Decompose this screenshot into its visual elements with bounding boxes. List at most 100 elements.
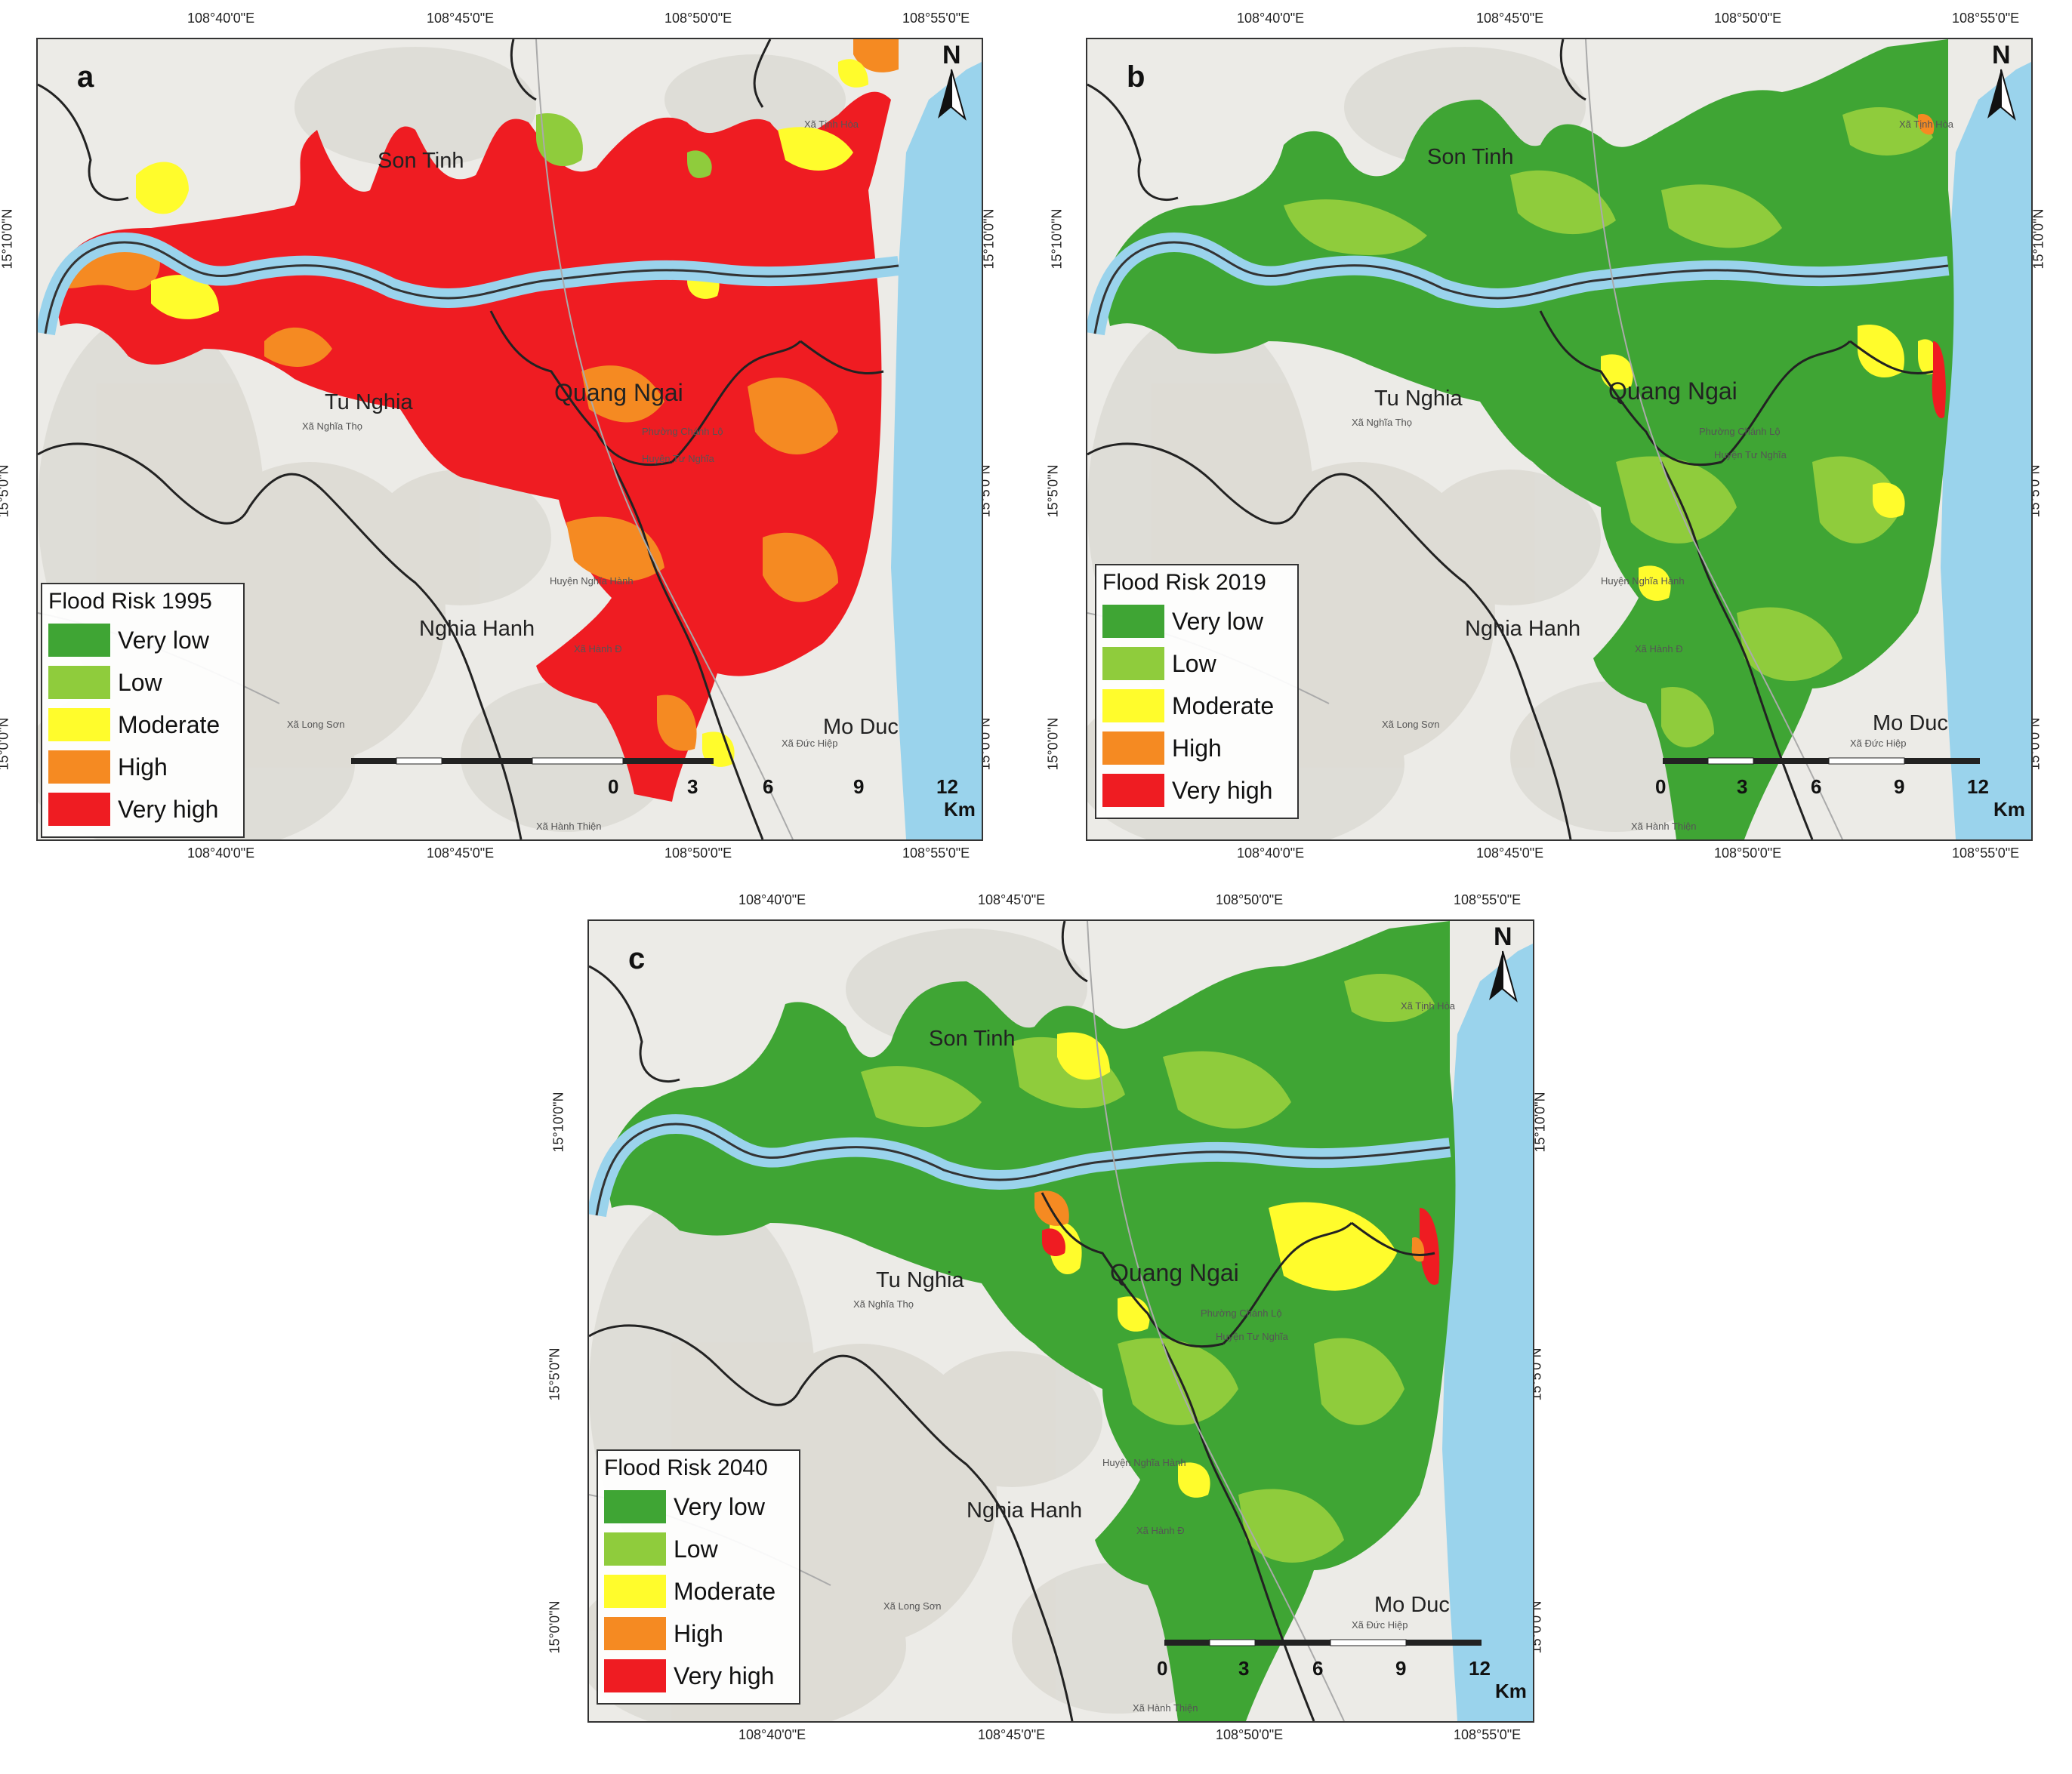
left-lat-label: 15°5'0"N bbox=[547, 1347, 563, 1401]
legend-item: Very low bbox=[604, 1486, 793, 1528]
place-label: Mo Duc bbox=[1873, 711, 1948, 735]
minor-label: Xã Hành Thiện bbox=[1631, 821, 1697, 832]
top-lon-label: 108°55'0"E bbox=[1454, 892, 1522, 907]
top-lon-label: 108°40'0"E bbox=[187, 11, 255, 26]
minor-label: Xã Tịnh Hòa bbox=[804, 119, 859, 130]
bottom-lon-label: 108°50'0"E bbox=[1714, 845, 1782, 861]
bottom-lon-label: 108°40'0"E bbox=[738, 1727, 806, 1742]
minor-label: Xã Hành Thiện bbox=[536, 821, 602, 832]
minor-label: Xã Hành Thiện bbox=[1133, 1702, 1198, 1714]
legend-item: High bbox=[604, 1612, 793, 1655]
place-label: Tu Nghia bbox=[1374, 387, 1463, 411]
top-lon-label: 108°45'0"E bbox=[427, 11, 495, 26]
legend-swatch bbox=[1102, 689, 1164, 722]
left-lat-label: 15°0'0"N bbox=[0, 717, 11, 771]
flood-risk-area bbox=[604, 921, 1456, 1721]
scale-tick: 9 bbox=[1894, 775, 1905, 798]
legend-swatch bbox=[1102, 774, 1164, 807]
minor-label: Xã Hành Đ bbox=[1635, 643, 1683, 654]
place-label: Nghia Hanh bbox=[1465, 617, 1581, 641]
minor-label: Huyện Nghĩa Hành bbox=[1601, 575, 1685, 587]
legend-swatch bbox=[604, 1490, 666, 1523]
panel-c: 108°40'0"E 108°45'0"E 108°50'0"E 108°55'… bbox=[547, 883, 1563, 1766]
scale-bar bbox=[1164, 1639, 1482, 1646]
scale-tick: 6 bbox=[1312, 1657, 1324, 1680]
legend-label: Moderate bbox=[674, 1577, 776, 1605]
legend-item: Very low bbox=[1102, 600, 1291, 642]
legend-label: Moderate bbox=[1172, 691, 1275, 719]
sea bbox=[891, 39, 982, 839]
legend-swatch bbox=[48, 666, 110, 699]
minor-label: Xã Đức Hiệp bbox=[1850, 738, 1907, 749]
top-lon-label: 108°40'0"E bbox=[738, 892, 806, 907]
place-label: Son Tinh bbox=[1427, 145, 1514, 169]
minor-label: Xã Long Sơn bbox=[883, 1600, 942, 1612]
north-arrow bbox=[1489, 950, 1518, 1002]
scale-tick: 6 bbox=[1811, 775, 1822, 798]
scale-tick: 12 bbox=[1469, 1657, 1491, 1680]
legend-swatch bbox=[604, 1532, 666, 1566]
scale-tick: 0 bbox=[1655, 775, 1667, 798]
scale-tick: 9 bbox=[1395, 1657, 1407, 1680]
map-frame-a: a N Son Tinh Tu Nghia Quang Ngai Nghia H… bbox=[36, 38, 983, 841]
right-lat-label: 15°10'0"N bbox=[2030, 208, 2046, 269]
scale-tick: 0 bbox=[1157, 1657, 1168, 1680]
top-lon-label: 108°45'0"E bbox=[1476, 11, 1544, 26]
minor-label: Xã Đức Hiệp bbox=[782, 738, 838, 749]
legend-swatch bbox=[604, 1575, 666, 1608]
minor-label: Xã Nghĩa Thọ bbox=[1352, 417, 1412, 428]
place-label: Quang Ngai bbox=[1608, 377, 1737, 405]
legend-swatch bbox=[1102, 731, 1164, 765]
scale-bar bbox=[351, 757, 714, 765]
district-boundaries bbox=[589, 921, 1435, 1721]
minor-label: Xã Nghĩa Thọ bbox=[853, 1298, 914, 1310]
minor-label: Xã Đức Hiệp bbox=[1352, 1619, 1408, 1631]
legend-label: Low bbox=[674, 1535, 718, 1563]
minor-label: Xã Hành Đ bbox=[574, 643, 622, 654]
legend-label: Very high bbox=[1172, 776, 1273, 804]
place-label: Nghia Hanh bbox=[967, 1498, 1083, 1523]
bottom-lon-label: 108°45'0"E bbox=[978, 1727, 1046, 1742]
legend: Flood Risk 2019 Very low Low Moderate Hi… bbox=[1095, 564, 1299, 819]
legend-label: Low bbox=[118, 668, 162, 696]
flood-risk-area bbox=[1102, 39, 1954, 839]
minor-label: Xã Nghĩa Thọ bbox=[302, 420, 362, 432]
river-outline bbox=[44, 241, 899, 334]
bottom-lon-label: 108°45'0"E bbox=[1476, 845, 1544, 861]
scale-unit: Km bbox=[944, 798, 976, 821]
top-lon-label: 108°40'0"E bbox=[1237, 11, 1305, 26]
left-lat-label: 15°10'0"N bbox=[550, 1092, 566, 1153]
legend-item: Very high bbox=[48, 788, 237, 830]
legend-item: Moderate bbox=[1102, 685, 1291, 727]
legend-label: Very high bbox=[118, 795, 219, 823]
place-label: Mo Duc bbox=[823, 715, 899, 739]
place-label: Nghia Hanh bbox=[419, 617, 535, 641]
legend-swatch bbox=[1102, 605, 1164, 638]
legend-title: Flood Risk 2019 bbox=[1102, 570, 1266, 595]
top-lon-label: 108°45'0"E bbox=[978, 892, 1046, 907]
panel-letter: b bbox=[1127, 60, 1145, 94]
minor-label: Huyện Tư Nghĩa bbox=[1216, 1331, 1288, 1342]
place-label: Mo Duc bbox=[1374, 1593, 1450, 1617]
place-label: Tu Nghia bbox=[876, 1268, 964, 1292]
top-lon-label: 108°55'0"E bbox=[902, 11, 970, 26]
scale-tick: 3 bbox=[1737, 775, 1748, 798]
scale-tick: 9 bbox=[853, 775, 865, 798]
bottom-lon-label: 108°55'0"E bbox=[902, 845, 970, 861]
legend-label: Moderate bbox=[118, 710, 220, 738]
scale-tick: 12 bbox=[936, 775, 958, 798]
legend-item: Very high bbox=[604, 1655, 793, 1697]
river-outline bbox=[595, 1123, 1451, 1216]
legend-label: Very low bbox=[1172, 607, 1263, 635]
minor-label: Huyện Tư Nghĩa bbox=[642, 453, 714, 464]
legend-label: Low bbox=[1172, 649, 1216, 677]
top-lon-label: 108°50'0"E bbox=[1216, 892, 1284, 907]
legend-swatch bbox=[48, 624, 110, 657]
north-label: N bbox=[942, 41, 961, 69]
place-label: Quang Ngai bbox=[554, 379, 683, 406]
panel-a: 108°40'0"E 108°45'0"E 108°50'0"E 108°55'… bbox=[0, 0, 1004, 868]
bottom-lon-label: 108°55'0"E bbox=[1454, 1727, 1522, 1742]
minor-label: Huyện Nghĩa Hành bbox=[1102, 1457, 1186, 1468]
minor-label: Phường Chánh Lộ bbox=[642, 426, 723, 437]
panel-b: 108°40'0"E 108°45'0"E 108°50'0"E 108°55'… bbox=[1046, 0, 2061, 868]
